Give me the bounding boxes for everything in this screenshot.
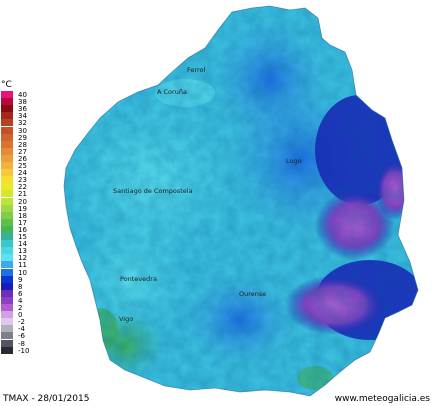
legend-label: 25: [18, 162, 27, 170]
legend-label: 28: [18, 140, 27, 149]
legend-swatch: [1, 304, 13, 311]
legend-swatch: [1, 119, 13, 127]
unit-label: °C: [1, 80, 12, 90]
legend-label: 26: [18, 154, 27, 163]
legend-label: 4: [18, 296, 23, 305]
legend-label: 22: [18, 183, 27, 192]
legend-swatch: [1, 197, 13, 205]
legend-swatch: [1, 112, 13, 120]
legend-swatch: [1, 346, 13, 354]
source-link[interactable]: www.meteogalicia.es: [334, 394, 430, 404]
legend-label: 20: [18, 197, 27, 206]
legend-label: 0: [18, 311, 23, 320]
legend-swatch: [1, 325, 13, 333]
legend-swatch: [1, 296, 13, 304]
map-caption: TMAX - 28/01/2015: [3, 394, 90, 404]
legend-swatch: [1, 254, 13, 262]
legend-label: 9: [18, 275, 23, 284]
legend-label: -4: [18, 325, 25, 334]
legend-swatch: [1, 268, 13, 276]
legend-swatch: [1, 133, 13, 141]
legend-label: 19: [18, 204, 27, 213]
legend-swatch: [1, 105, 13, 113]
legend-label: 21: [18, 190, 27, 199]
legend-label: 11: [18, 261, 27, 270]
legend-swatch: [1, 126, 13, 134]
city-label-ourense: Ourense: [239, 290, 267, 298]
legend-label: 36: [18, 105, 27, 114]
legend-swatch: [1, 261, 13, 269]
legend-label: 12: [18, 254, 27, 263]
legend-label: -8: [18, 339, 25, 348]
legend-swatch: [1, 98, 13, 106]
legend-label: 30: [18, 126, 27, 135]
legend-label: 14: [18, 240, 27, 249]
city-label-vigo: Vigo: [119, 315, 134, 323]
legend-swatch: [1, 240, 13, 248]
legend-swatch: [1, 211, 13, 219]
legend-label: 32: [18, 119, 27, 128]
legend-label: 23: [18, 176, 27, 185]
legend-label: 15: [18, 233, 27, 241]
city-label-ferrol: Ferrol: [187, 66, 206, 74]
legend-swatch: [1, 147, 13, 155]
city-label-pontevedra: Pontevedra: [120, 275, 157, 283]
legend-swatch: [1, 225, 13, 233]
legend-swatch: [1, 140, 13, 148]
legend-label: 16: [18, 225, 27, 234]
legend-swatch: [1, 311, 13, 319]
legend-label: 18: [18, 211, 27, 220]
legend-label: -2: [18, 318, 25, 327]
legend-swatch: [1, 275, 13, 283]
legend-swatch: [1, 233, 13, 240]
legend-swatch: [1, 289, 13, 297]
legend-label: 38: [18, 98, 27, 107]
legend-swatch: [1, 162, 13, 169]
city-label-lugo: Lugo: [286, 157, 302, 165]
legend-label: 34: [18, 112, 27, 121]
legend-label: 6: [18, 289, 23, 298]
legend-swatch: [1, 204, 13, 212]
legend-swatch: [1, 218, 13, 226]
legend-swatch: [1, 247, 13, 255]
legend-swatch: [1, 169, 13, 177]
legend-label: 24: [18, 169, 27, 178]
legend-label: 13: [18, 247, 27, 256]
city-label-a-coruna: A Coruña: [157, 88, 187, 96]
legend-label: 27: [18, 147, 27, 156]
legend-label: 2: [18, 304, 23, 312]
legend-swatch: [1, 339, 13, 347]
legend-label: 29: [18, 133, 27, 142]
legend-swatch: [1, 183, 13, 191]
city-label-santiago: Santiago de Compostela: [113, 187, 193, 195]
legend-swatch: [1, 190, 13, 198]
legend-swatch: [1, 318, 13, 326]
legend-label: 17: [18, 218, 27, 227]
legend-label: 10: [18, 268, 27, 277]
legend-swatch: [1, 282, 13, 290]
legend-label: 40: [18, 91, 27, 99]
legend-swatch: [1, 91, 13, 98]
legend-swatch: [1, 332, 13, 340]
legend-label: 8: [18, 282, 23, 291]
legend-label: -10: [18, 346, 30, 355]
legend-swatch: [1, 154, 13, 162]
legend-swatch: [1, 176, 13, 184]
legend-label: -6: [18, 332, 25, 341]
